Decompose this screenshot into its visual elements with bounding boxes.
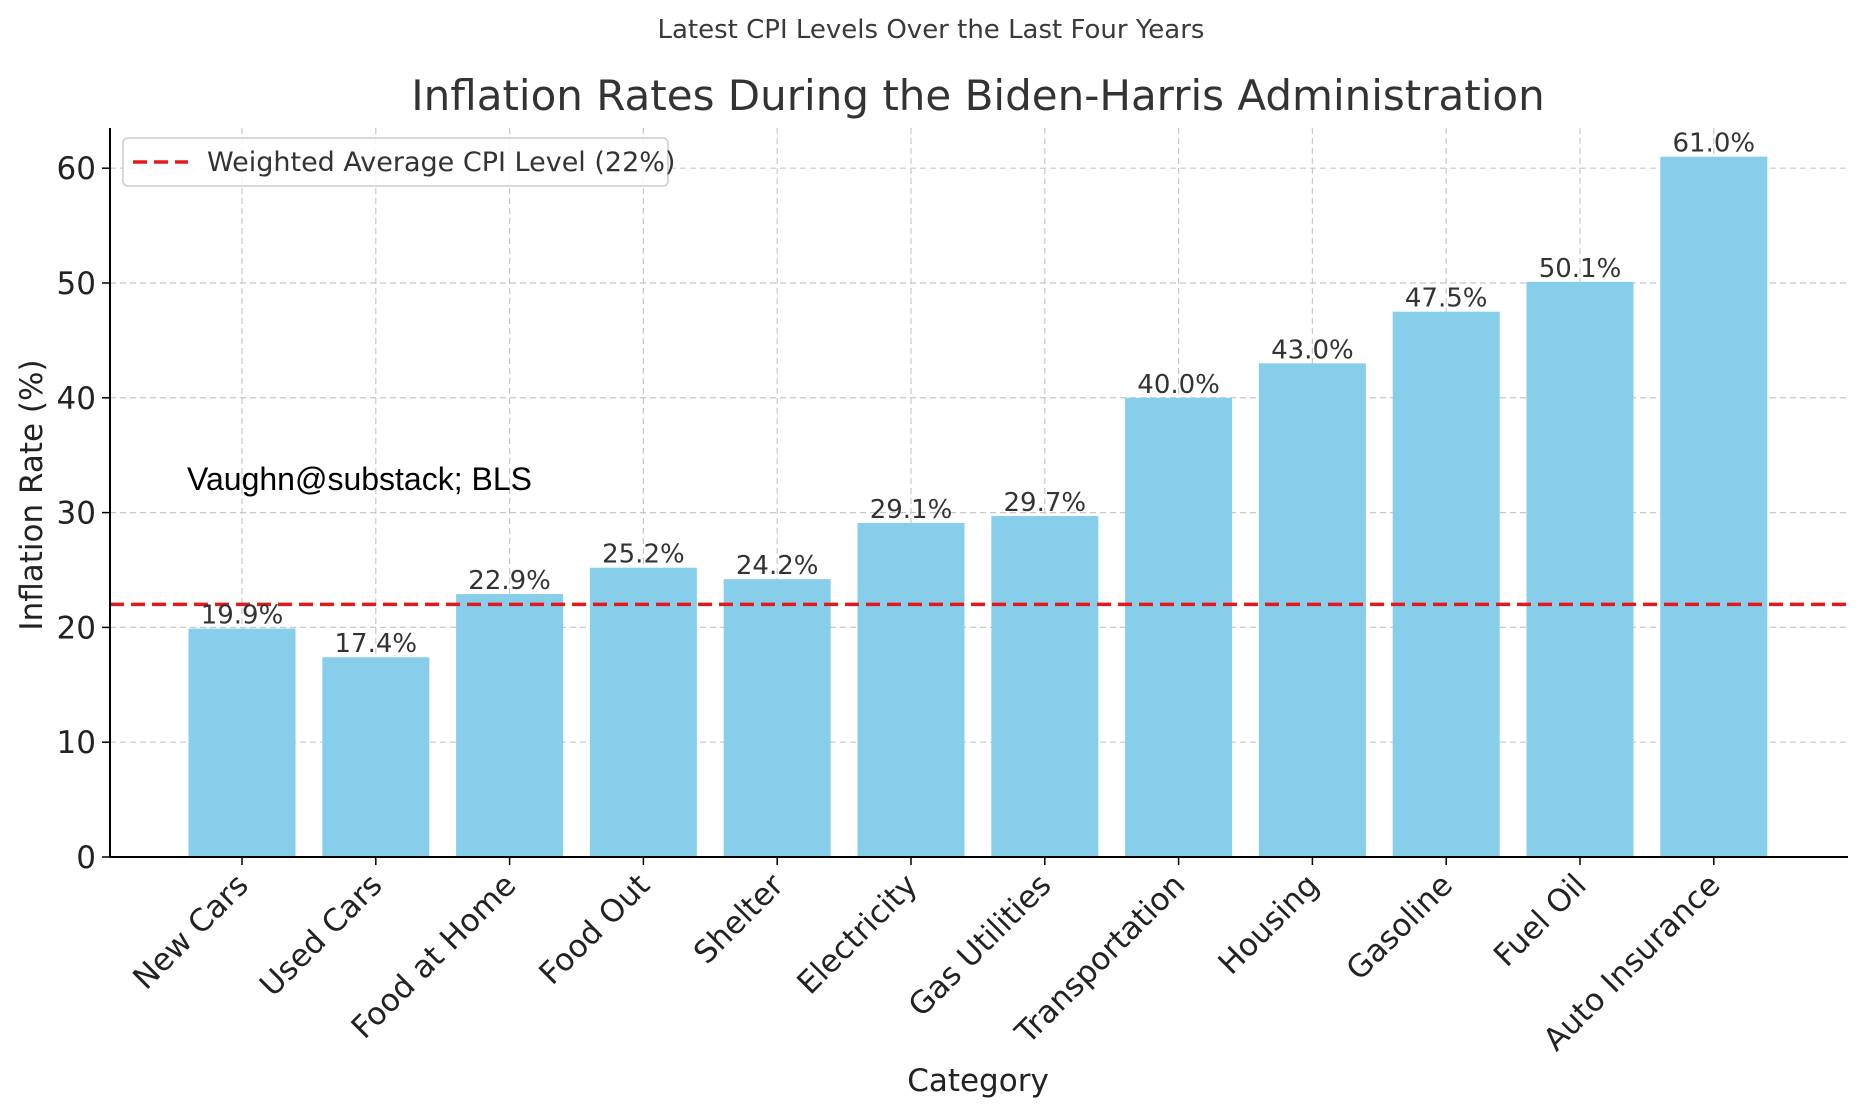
bar-used-cars [322, 657, 430, 857]
y-axis-label: Inflation Rate (%) [14, 359, 50, 630]
y-tick-label: 10 [57, 725, 96, 761]
y-tick-label: 60 [57, 151, 96, 187]
bar-food-at-home [456, 594, 564, 857]
x-tick-label: Used Cars [253, 867, 389, 1003]
bar-value-label: 25.2% [602, 540, 685, 570]
bar-value-label: 61.0% [1672, 129, 1755, 159]
legend-label: Weighted Average CPI Level (22%) [207, 147, 675, 178]
x-tick-label: Shelter [687, 867, 791, 971]
chart-suptitle: Latest CPI Levels Over the Last Four Yea… [658, 15, 1205, 45]
bar-value-label: 50.1% [1539, 254, 1622, 284]
x-tick-label: Electricity [790, 867, 924, 1001]
bar-transportation [1125, 397, 1233, 857]
bar-value-label: 24.2% [736, 551, 819, 581]
x-tick-label: Gasoline [1340, 867, 1460, 987]
x-tick-label: Fuel Oil [1487, 867, 1594, 974]
bar-auto-insurance [1660, 156, 1768, 857]
bar-food-out [589, 567, 697, 857]
x-tick-label: Food Out [532, 867, 657, 992]
y-tick-label: 0 [76, 840, 96, 876]
bar-fuel-oil [1526, 281, 1634, 858]
y-tick-label: 30 [57, 496, 96, 532]
legend: Weighted Average CPI Level (22%) [122, 137, 675, 187]
bar-new-cars [188, 628, 296, 857]
x-axis-label: Category [907, 1063, 1049, 1099]
bar-gas-utilities [991, 516, 1099, 857]
bar-value-label: 22.9% [468, 566, 551, 596]
bar-electricity [857, 522, 965, 857]
source-annotation: Vaughn@substack; BLS [187, 461, 532, 497]
y-tick-label: 40 [57, 381, 96, 417]
legend-box [122, 137, 669, 187]
y-tick-labels: 0 10 20 30 40 50 60 [57, 151, 96, 876]
data-labels: 19.9% 17.4% 22.9% 25.2% 24.2% 29.1% 29.7% 40.0%… [201, 129, 1755, 660]
bar-value-label: 19.9% [201, 601, 284, 631]
x-tick-label: Housing [1211, 867, 1326, 982]
bar-value-label: 43.0% [1271, 335, 1354, 365]
bar-shelter [723, 579, 831, 857]
bar-gasoline [1392, 311, 1500, 857]
bar-housing [1258, 363, 1366, 857]
y-tick-label: 50 [57, 266, 96, 302]
y-tick-label: 20 [57, 610, 96, 646]
axes [102, 128, 1848, 865]
bar-value-label: 17.4% [334, 629, 417, 659]
bars [188, 156, 1768, 858]
bar-value-label: 47.5% [1405, 284, 1488, 314]
x-tick-label: New Cars [126, 867, 255, 996]
bar-value-label: 29.1% [870, 495, 953, 525]
bar-value-label: 29.7% [1003, 488, 1086, 518]
chart-title: Inflation Rates During the Biden-Harris … [411, 71, 1544, 120]
bar-value-label: 40.0% [1137, 370, 1220, 400]
